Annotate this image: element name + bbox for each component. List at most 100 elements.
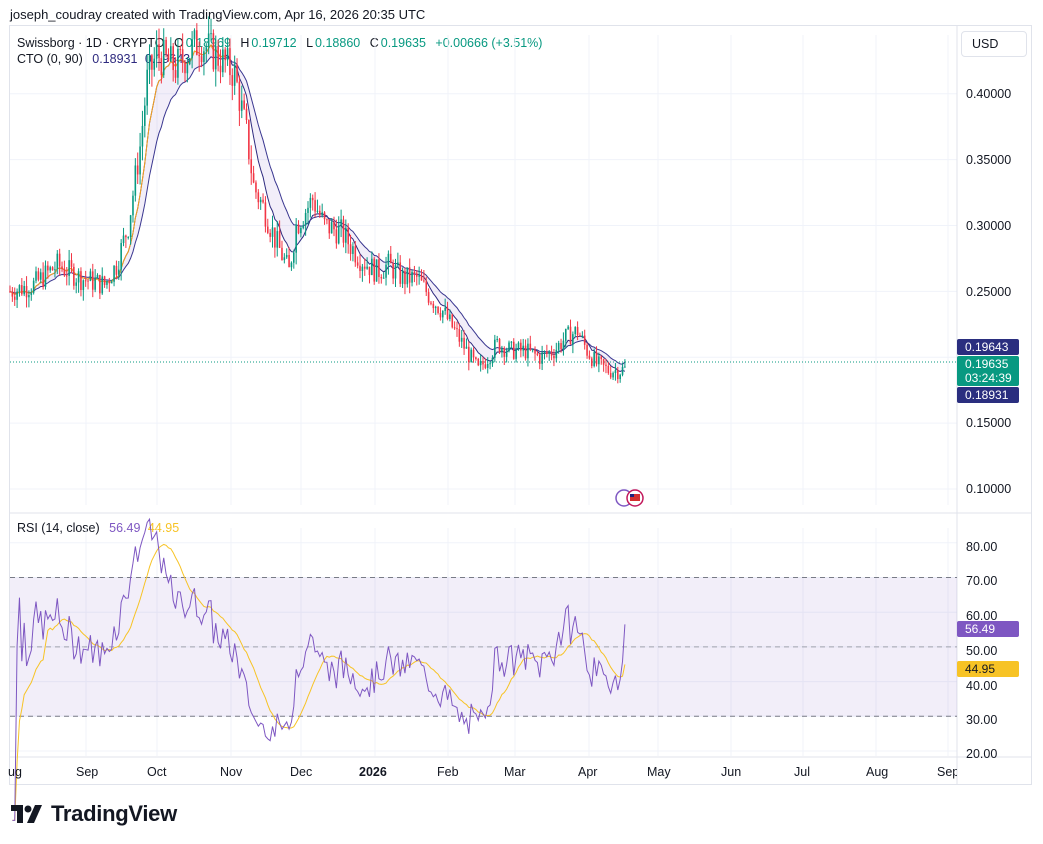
rsi-line — [12, 517, 626, 821]
candle-body — [617, 370, 619, 380]
candle-body — [489, 363, 491, 365]
candle-body — [564, 328, 567, 341]
candle-body — [245, 108, 248, 121]
candle-body — [96, 274, 99, 279]
candle-body — [498, 338, 501, 353]
candle-body — [250, 159, 253, 174]
candle-body — [555, 349, 558, 359]
low-label: L — [306, 36, 314, 50]
candle-body — [231, 75, 234, 86]
change-value: +0.00666 (+3.51%) — [435, 36, 543, 50]
rsi-ma-value: 44.95 — [147, 521, 180, 535]
time-tick: Aug — [866, 765, 889, 779]
candle-body — [439, 312, 442, 318]
brand-name: TradingView — [51, 801, 177, 826]
candle-body — [624, 366, 626, 368]
candle-body — [122, 235, 125, 244]
candle-body — [177, 48, 179, 78]
candle-body — [276, 231, 279, 248]
candle-body — [397, 262, 399, 266]
rsi-label[interactable]: RSI (14, close) — [17, 521, 100, 535]
rsi-pane — [10, 517, 957, 821]
candle-body — [188, 58, 191, 65]
candle-body — [333, 222, 335, 230]
candle-body — [581, 335, 584, 337]
candle-body — [576, 327, 579, 336]
currency-selector[interactable]: USD — [961, 31, 1027, 57]
candle-body — [375, 259, 378, 282]
candle-body — [191, 39, 193, 59]
candle-body — [132, 195, 134, 216]
candle-body — [240, 100, 243, 111]
time-tick: May — [647, 765, 671, 779]
candle-body — [456, 328, 458, 330]
rsi-tick: 60.00 — [966, 609, 998, 623]
candle-body — [186, 64, 189, 74]
candle-body — [77, 271, 80, 283]
candle-body — [304, 212, 307, 226]
candle-body — [541, 352, 543, 364]
candle-body — [411, 271, 413, 283]
candle-body — [75, 282, 78, 286]
close-value: 0.19635 — [380, 36, 426, 50]
candle-body — [11, 291, 14, 297]
candle-body — [593, 352, 595, 366]
candle-body — [162, 39, 165, 76]
candle-body — [316, 210, 319, 212]
last-price-tag: 0.19635 03:24:39 — [957, 356, 1019, 386]
cto-label[interactable]: CTO (0, 90) — [17, 52, 83, 66]
candle-body — [437, 306, 439, 313]
candle-body — [288, 254, 290, 268]
candle-body — [472, 349, 475, 358]
candle-body — [444, 307, 446, 311]
candle-body — [512, 341, 515, 359]
candle-body — [590, 358, 593, 366]
candle-body — [382, 277, 385, 279]
candle-body — [262, 199, 264, 203]
candle-body — [214, 46, 217, 70]
candle-body — [158, 44, 160, 59]
candle-body — [84, 280, 87, 282]
candle-body — [340, 219, 342, 226]
candle-body — [335, 229, 338, 244]
candle-body — [106, 281, 108, 285]
countdown-value: 03:24:39 — [965, 371, 1012, 385]
price-tick: 0.25000 — [966, 285, 1012, 299]
candle-body — [524, 345, 527, 359]
candle-body — [101, 276, 104, 294]
candle-body — [141, 125, 144, 147]
candle-body — [167, 53, 170, 62]
candle-body — [207, 33, 210, 48]
rsi-value-tag: 56.49 — [957, 621, 1019, 637]
candle-body — [203, 51, 205, 63]
price-tick: 0.10000 — [966, 482, 1012, 496]
candle-body — [311, 197, 314, 201]
price-tick: 0.30000 — [966, 219, 1012, 233]
rsi-value: 56.49 — [109, 521, 141, 535]
chart-caption: joseph_coudray created with TradingView.… — [10, 7, 426, 22]
candle-body — [363, 266, 366, 269]
candle-body — [148, 55, 151, 70]
candle-body — [49, 267, 52, 271]
candle-body — [120, 243, 122, 270]
rsi-tick: 70.00 — [966, 574, 998, 588]
rsi-legend: RSI (14, close) 56.49 44.95 — [17, 521, 181, 535]
rsi-ma-tag: 44.95 — [957, 661, 1019, 677]
candle-body — [229, 48, 231, 76]
price-tick: 0.40000 — [966, 87, 1012, 101]
candle-body — [496, 338, 498, 340]
candle-body — [430, 302, 432, 304]
candle-body — [115, 265, 118, 275]
symbol-label[interactable]: Swissborg · 1D · CRYPTO — [17, 36, 165, 50]
high-value: 0.19712 — [251, 36, 297, 50]
candle-body — [212, 33, 215, 70]
candle-body — [420, 275, 423, 281]
candle-body — [392, 263, 394, 279]
candle-body — [503, 348, 506, 357]
tradingview-logo[interactable]: TradingView — [11, 801, 177, 827]
candle-body — [181, 49, 184, 63]
candles — [9, 16, 626, 384]
candle-body — [302, 225, 305, 229]
candle-body — [368, 266, 371, 276]
